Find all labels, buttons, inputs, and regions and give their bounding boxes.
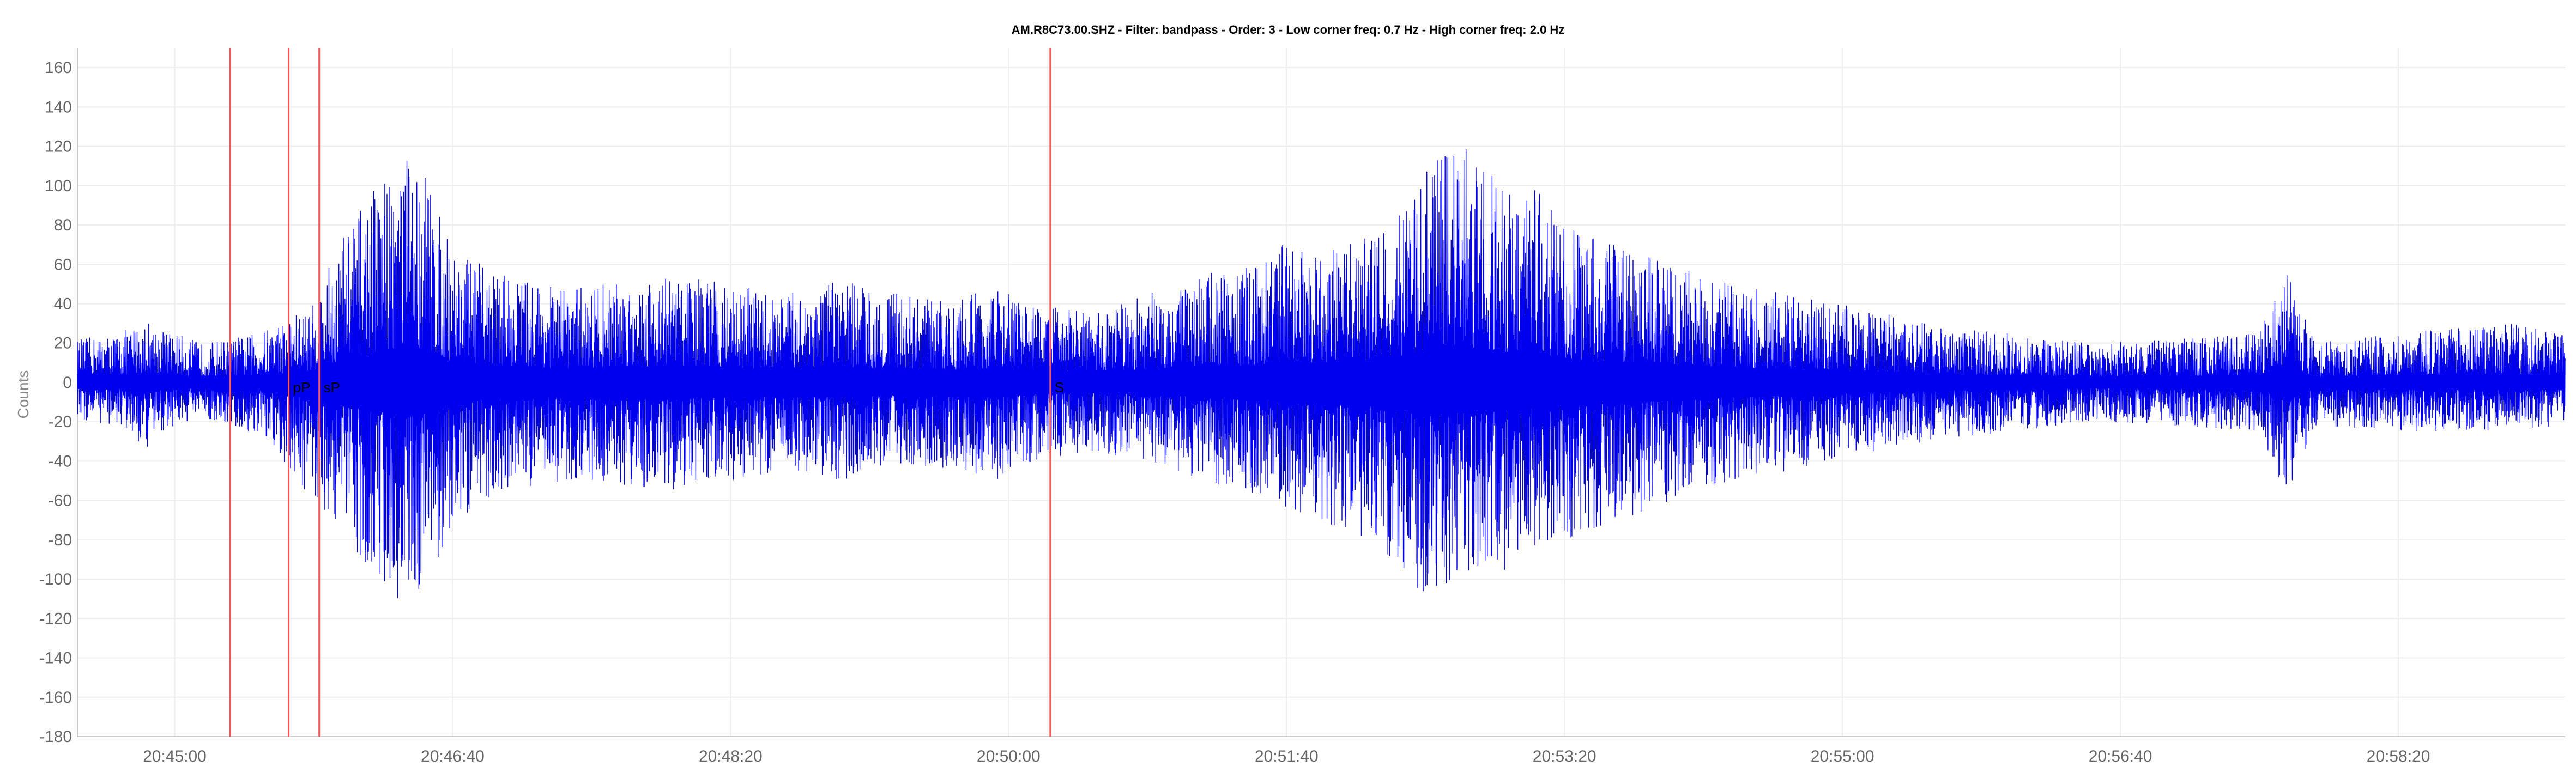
y-tick-label: -140	[39, 649, 72, 667]
y-tick-label: 120	[45, 138, 72, 156]
waveform-series-line	[77, 149, 2566, 598]
waveform-layer	[77, 149, 2566, 598]
y-tick-label: 80	[54, 216, 72, 234]
chart-title: AM.R8C73.00.SHZ - Filter: bandpass - Ord…	[1012, 23, 1565, 37]
x-tick-label: 20:51:40	[1255, 747, 1319, 765]
y-tick-label: 140	[45, 98, 72, 116]
x-tick-label: 20:46:40	[421, 747, 485, 765]
y-tick-label: -40	[49, 452, 72, 470]
y-tick-label: -20	[49, 413, 72, 431]
x-tick-label: 20:58:20	[2367, 747, 2430, 765]
y-tick-label: -60	[49, 492, 72, 510]
phase-label: pP	[293, 379, 311, 396]
y-tick-label: 100	[45, 177, 72, 195]
x-tick-label: 20:45:00	[143, 747, 207, 765]
y-tick-label: 0	[63, 374, 72, 392]
y-tick-label: -120	[39, 610, 72, 628]
y-tick-label: 20	[54, 335, 72, 352]
y-tick-label: -80	[49, 531, 72, 549]
x-tick-label: 20:48:20	[699, 747, 763, 765]
y-axis-title: Counts	[15, 370, 32, 419]
axis-layer: -180 -160 -140 -120 -100 -80 -60 -40 -20 0 20 40 60 8…	[39, 48, 2565, 765]
x-tick-label: 20:50:00	[977, 747, 1041, 765]
y-tick-label: 60	[54, 256, 72, 273]
x-tick-label: 20:55:00	[1811, 747, 1874, 765]
y-tick-label: -180	[39, 728, 72, 746]
phase-label: S	[1055, 379, 1064, 396]
phase-label: sP	[324, 379, 340, 396]
y-tick-label: -100	[39, 570, 72, 588]
x-tick-label: 20:53:20	[1533, 747, 1597, 765]
phase-marker-layer: pP sP S	[229, 48, 1064, 737]
y-tick-label: 40	[54, 295, 72, 313]
y-tick-label: 160	[45, 59, 72, 77]
x-tick-label: 20:56:40	[2089, 747, 2152, 765]
y-tick-label: -160	[39, 689, 72, 707]
